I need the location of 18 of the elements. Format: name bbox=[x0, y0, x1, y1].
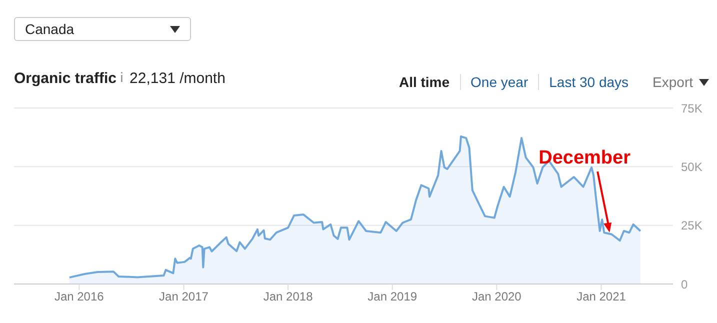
chart-title: Organic traffic bbox=[14, 70, 117, 87]
y-tick-label: 75K bbox=[681, 101, 702, 116]
x-tick-label: Jan 2018 bbox=[263, 290, 314, 304]
text: One year bbox=[460, 74, 538, 90]
y-tick-label: 50K bbox=[681, 160, 702, 174]
text: Canada bbox=[25, 21, 74, 37]
chart-subtitle: 22,131 /month bbox=[130, 70, 226, 87]
y-tick-label: 25K bbox=[681, 218, 702, 233]
x-tick-label: Jan 2016 bbox=[54, 290, 104, 304]
x-tick-label: Jan 2017 bbox=[159, 290, 209, 304]
text: Last 30 days bbox=[538, 74, 639, 90]
text: Export bbox=[652, 74, 694, 90]
x-tick-label: Jan 2020 bbox=[472, 290, 522, 304]
annotation: December bbox=[538, 148, 632, 169]
x-tick-label: Jan 2021 bbox=[576, 290, 626, 304]
text: All time bbox=[398, 74, 451, 90]
y-tick-label: 0 bbox=[681, 277, 688, 292]
x-tick-label: Jan 2019 bbox=[368, 290, 418, 304]
